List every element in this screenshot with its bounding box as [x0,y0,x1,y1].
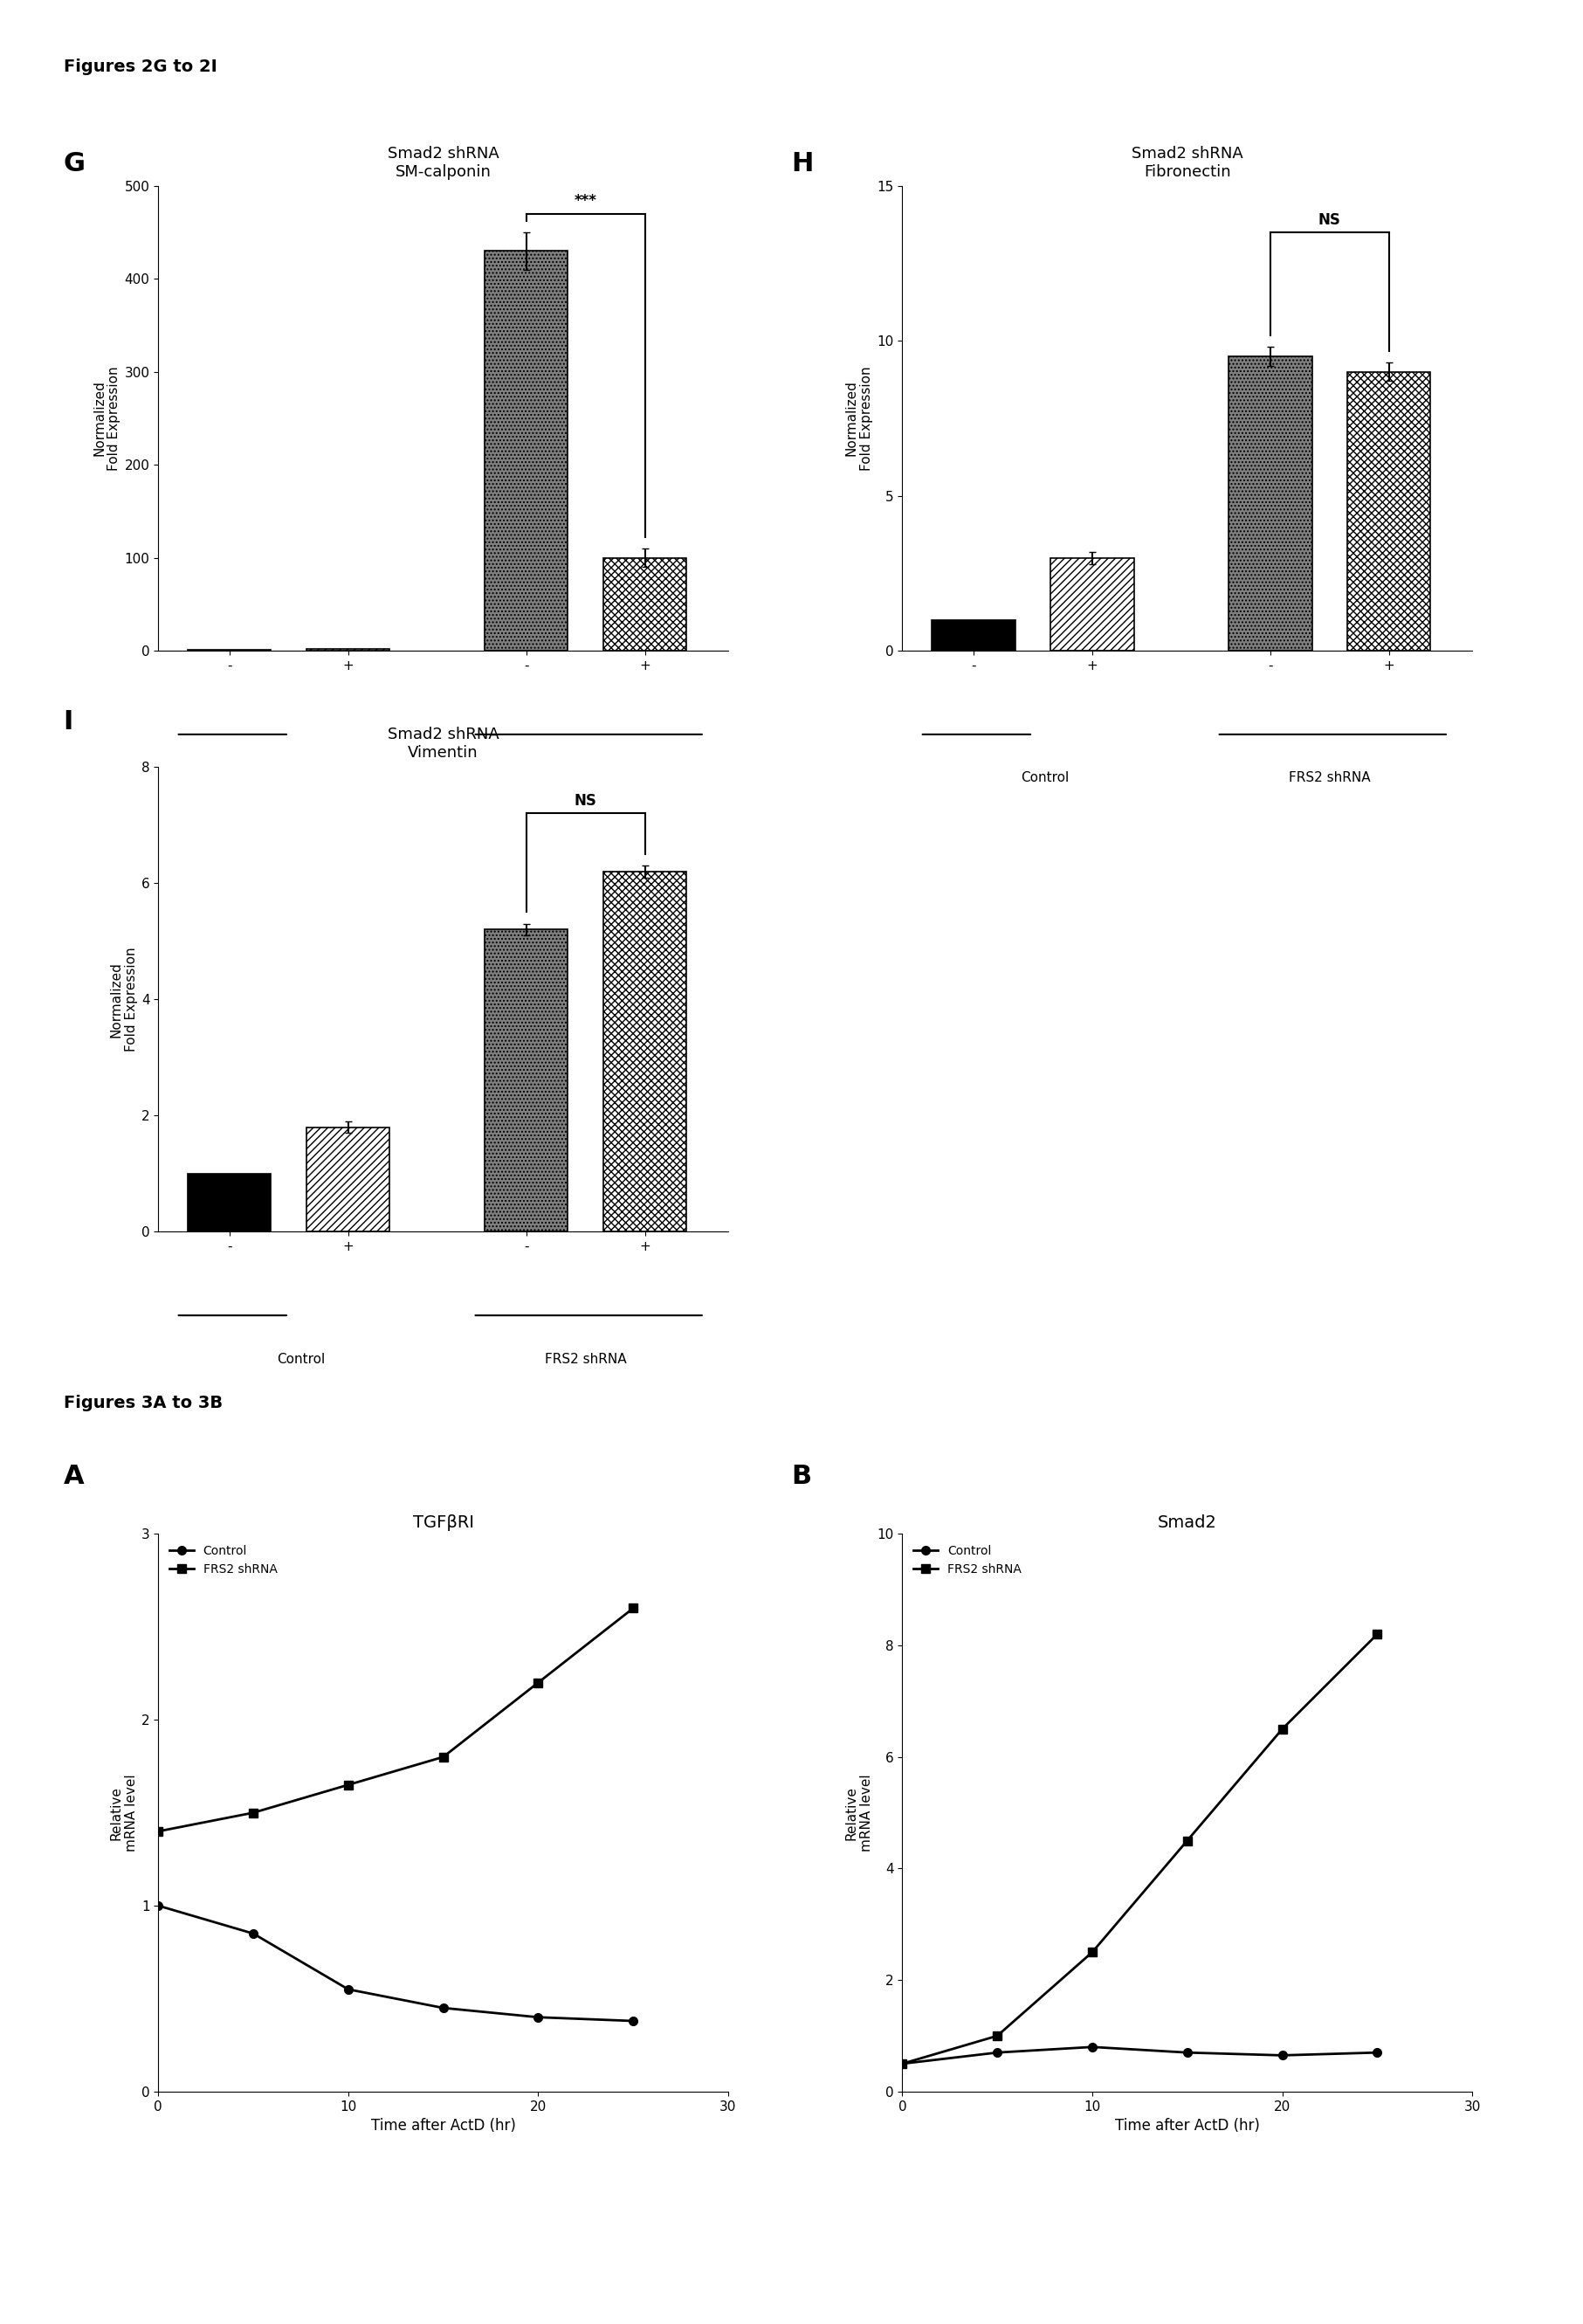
Control [149,1892,168,1920]
FRS2 shRNA [988,2022,1007,2050]
Y-axis label: Relative
mRNA level: Relative mRNA level [109,1773,138,1852]
X-axis label: Time after ActD (hr): Time after ActD (hr) [370,2117,516,2133]
Bar [603,558,687,651]
Control [624,2008,643,2036]
Text: Control: Control [277,1353,325,1367]
Control [1273,2040,1292,2068]
FRS2 shRNA [1083,1938,1102,1966]
Title: Smad2 shRNA
Fibronectin: Smad2 shRNA Fibronectin [1132,146,1243,179]
Bar [932,621,1015,651]
Control [339,1975,358,2003]
FRS2 shRNA [149,1817,168,1845]
FRS2 shRNA [434,1743,453,1771]
Control [244,1920,263,1948]
Text: FRS2 shRNA: FRS2 shRNA [545,1353,627,1367]
Text: Control: Control [1021,772,1069,786]
Text: ***: *** [575,193,597,209]
Text: G: G [63,151,85,177]
Text: Control: Control [277,772,325,786]
Bar [1051,558,1133,651]
Bar [307,1127,389,1232]
FRS2 shRNA [339,1771,358,1799]
Y-axis label: Normalized
Fold Expression: Normalized Fold Expression [92,367,120,469]
Bar [188,1174,271,1232]
Title: Smad2 shRNA
Vimentin: Smad2 shRNA Vimentin [388,727,499,760]
FRS2 shRNA [1368,1620,1387,1648]
FRS2 shRNA [1273,1715,1292,1743]
Control [893,2050,912,2078]
Control [434,1994,453,2022]
Text: I: I [63,709,73,734]
Text: H: H [792,151,814,177]
X-axis label: Time after ActD (hr): Time after ActD (hr) [1114,2117,1260,2133]
Y-axis label: Relative
mRNA level: Relative mRNA level [845,1773,874,1852]
Legend: Control, FRS2 shRNA: Control, FRS2 shRNA [909,1541,1026,1580]
Title: Smad2 shRNA
SM-calponin: Smad2 shRNA SM-calponin [388,146,499,179]
Line: FRS2 shRNA: FRS2 shRNA [154,1604,638,1836]
Control [1083,2034,1102,2061]
Bar [484,251,568,651]
FRS2 shRNA [624,1594,643,1622]
Y-axis label: Normalized
Fold Expression: Normalized Fold Expression [109,948,138,1050]
Bar [484,930,568,1232]
Text: B: B [792,1464,812,1490]
Control [988,2038,1007,2066]
Text: NS: NS [1319,211,1341,228]
Text: FRS2 shRNA: FRS2 shRNA [545,772,627,786]
Bar [603,872,687,1232]
Text: A: A [63,1464,84,1490]
Text: Figures 3A to 3B: Figures 3A to 3B [63,1394,222,1411]
FRS2 shRNA [893,2050,912,2078]
Line: Control: Control [154,1901,638,2024]
FRS2 shRNA [529,1669,548,1697]
Line: FRS2 shRNA: FRS2 shRNA [898,1629,1382,2068]
Control [1368,2038,1387,2066]
Title: Smad2: Smad2 [1157,1515,1217,1532]
Bar [1347,372,1431,651]
Control [529,2003,548,2031]
Bar [1228,356,1312,651]
Y-axis label: Normalized
Fold Expression: Normalized Fold Expression [845,367,874,469]
Control [1178,2038,1197,2066]
Line: Control: Control [898,2043,1382,2068]
FRS2 shRNA [1178,1827,1197,1855]
Title: TGFβRI: TGFβRI [413,1515,473,1532]
Text: NS: NS [575,792,597,809]
Legend: Control, FRS2 shRNA: Control, FRS2 shRNA [165,1541,282,1580]
Text: Figures 2G to 2I: Figures 2G to 2I [63,58,217,74]
FRS2 shRNA [244,1799,263,1827]
Text: FRS2 shRNA: FRS2 shRNA [1289,772,1371,786]
